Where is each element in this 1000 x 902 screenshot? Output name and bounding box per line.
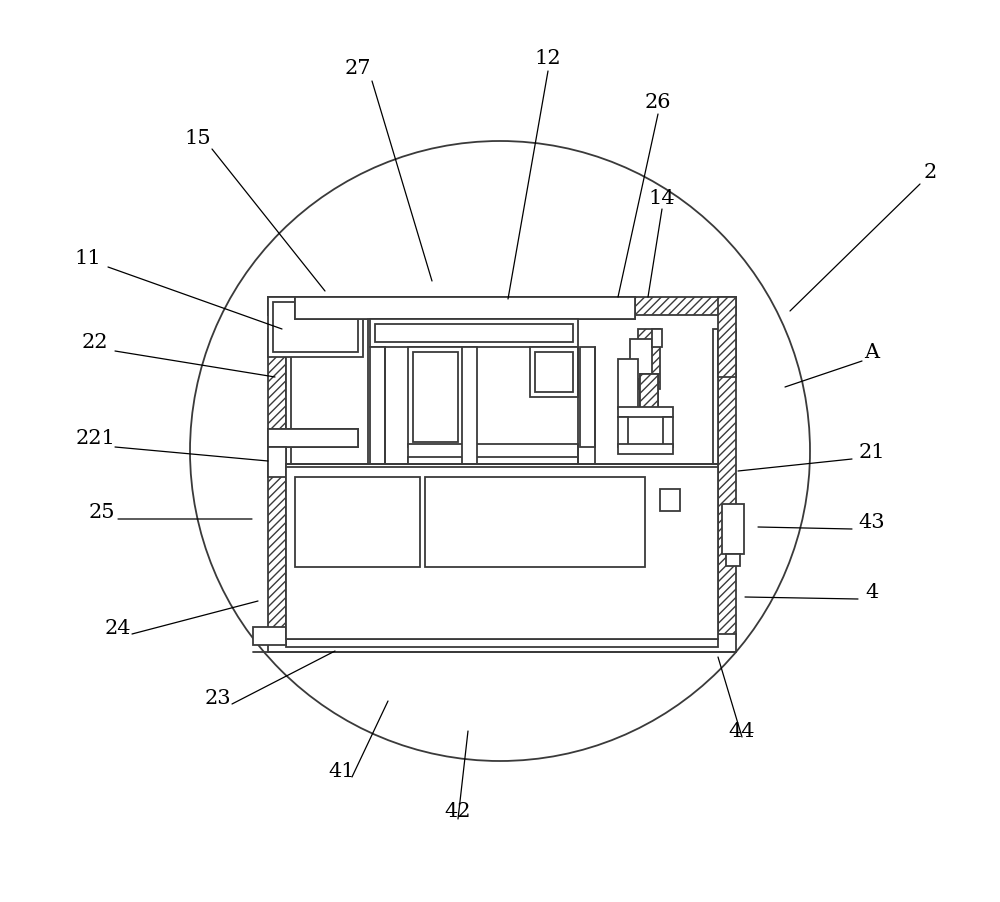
Bar (370, 347, 385, 467)
Bar (462, 347, 477, 467)
Bar (713, 329, 718, 640)
Text: 15: 15 (185, 128, 211, 147)
Bar (652, 329, 662, 347)
Bar (268, 429, 358, 447)
Bar (638, 329, 660, 390)
Bar (268, 298, 363, 357)
Bar (268, 634, 736, 652)
Bar (535, 353, 573, 392)
Text: 25: 25 (89, 502, 115, 521)
Bar (375, 325, 573, 343)
Bar (286, 465, 718, 640)
Bar (718, 329, 736, 640)
Bar (660, 490, 680, 511)
Bar (273, 303, 358, 353)
Circle shape (190, 142, 810, 761)
Text: 12: 12 (535, 49, 561, 68)
Bar (722, 504, 744, 555)
Bar (618, 408, 673, 418)
Bar (618, 360, 638, 410)
Text: 24: 24 (105, 618, 131, 637)
Bar (618, 418, 628, 447)
Bar (268, 298, 363, 316)
Text: A: A (864, 342, 880, 361)
Bar (630, 298, 736, 316)
Text: 26: 26 (645, 92, 671, 111)
Bar (295, 298, 635, 319)
Bar (718, 298, 736, 378)
Bar (286, 329, 291, 640)
Bar (530, 347, 578, 398)
Bar (408, 445, 578, 463)
Bar (580, 347, 595, 447)
Bar (295, 298, 635, 319)
Bar (295, 477, 420, 567)
Bar (413, 353, 458, 443)
Text: 27: 27 (345, 59, 371, 78)
Text: 4: 4 (865, 582, 879, 601)
Bar (268, 447, 286, 477)
Bar (663, 418, 673, 447)
Bar (640, 374, 658, 410)
Bar (268, 298, 363, 316)
Bar (268, 329, 286, 640)
Text: 43: 43 (859, 512, 885, 531)
Text: 41: 41 (329, 761, 355, 780)
Text: 44: 44 (729, 722, 755, 741)
Bar (253, 627, 286, 645)
Bar (268, 429, 358, 447)
Text: 42: 42 (445, 802, 471, 821)
Text: 2: 2 (923, 162, 937, 181)
Text: 11: 11 (75, 248, 101, 267)
Bar (640, 374, 658, 410)
Bar (286, 640, 718, 648)
Bar (408, 457, 578, 467)
Bar (618, 445, 673, 455)
Bar (630, 340, 652, 380)
Bar (408, 347, 463, 447)
Text: 14: 14 (649, 189, 675, 207)
Bar (726, 555, 740, 566)
Bar (370, 319, 578, 347)
Text: 221: 221 (75, 428, 115, 447)
Text: 23: 23 (205, 687, 231, 706)
Text: 21: 21 (859, 442, 885, 461)
Bar (425, 477, 645, 567)
Text: 22: 22 (82, 332, 108, 351)
